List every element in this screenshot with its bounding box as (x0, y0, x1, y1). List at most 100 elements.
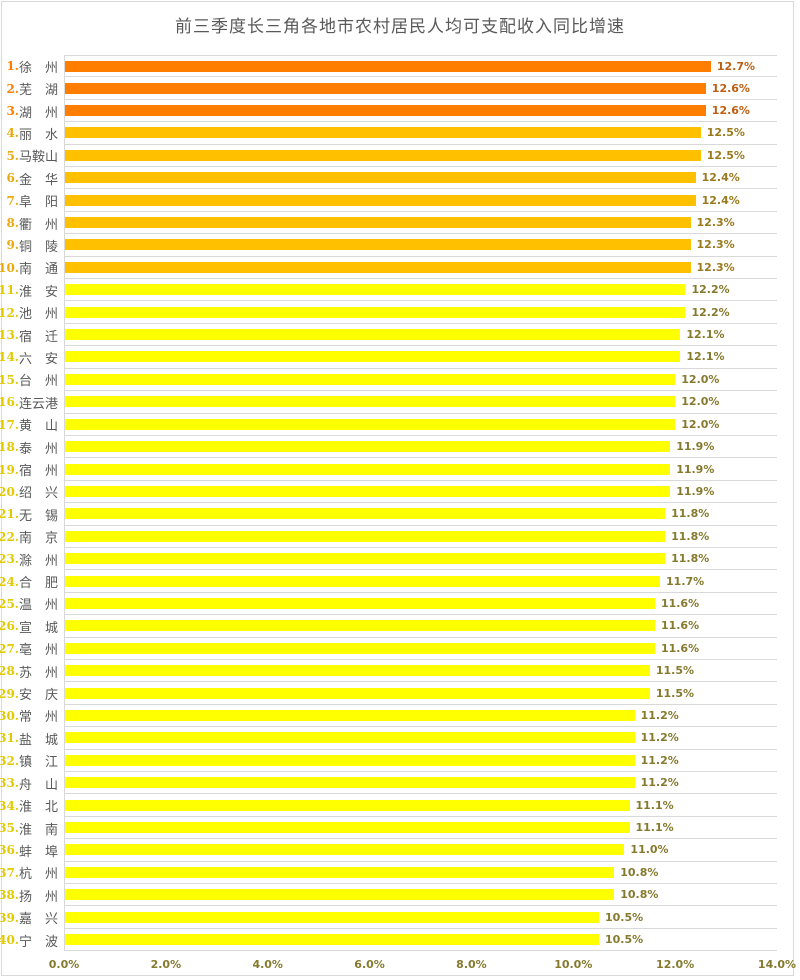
bar-track: 11.8% (64, 525, 777, 548)
bar-value-label: 11.9% (676, 440, 715, 454)
row-city: 宣 城 (18, 620, 58, 636)
bar-value-label: 11.2% (640, 753, 679, 767)
category-label: 20. 绍 兴 (0, 481, 64, 503)
x-axis-tick-label: 6.0% (354, 958, 385, 971)
bar-value-label: 12.0% (681, 395, 720, 409)
category-label: 40. 宁 波 (0, 929, 64, 951)
row-rank: 35. (0, 821, 19, 836)
chart-row: 26. 宣 城 11.6% (0, 615, 800, 638)
chart-row: 20. 绍 兴 11.9% (0, 480, 800, 504)
row-city: 安 庆 (18, 688, 58, 704)
chart-row: 21. 无 锡 11.8% (0, 503, 800, 526)
bar (65, 575, 661, 587)
x-axis: 0.0% 2.0% 4.0% 6.0% 8.0% 10.0% 12.0% 14.0% (49, 951, 796, 977)
row-city: 黄 山 (18, 419, 58, 435)
category-label: 19. 宿 州 (0, 458, 64, 480)
chart-row: 27. 亳 州 11.6% (0, 637, 800, 660)
bar (65, 60, 711, 72)
bar (65, 396, 676, 408)
chart-row: 5. 马鞍山 12.5% (0, 144, 800, 168)
row-city: 丽 水 (18, 127, 58, 143)
row-city: 亳 州 (18, 643, 58, 659)
row-city: 铜 陵 (18, 239, 58, 255)
row-city: 六 安 (18, 351, 58, 367)
row-rank: 17. (0, 417, 19, 432)
bar (65, 665, 650, 677)
chart-row: 8. 衢 州 12.3% (0, 211, 800, 235)
chart-row: 32. 镇 江 11.2% (0, 749, 800, 772)
bar-track: 11.9% (64, 435, 777, 459)
bar-track: 12.6% (64, 99, 777, 123)
row-rank: 1. (6, 59, 19, 74)
bar-track: 11.8% (64, 547, 777, 571)
bar-value-label: 12.6% (711, 81, 750, 95)
bar-value-label: 11.6% (660, 619, 700, 633)
row-rank: 38. (0, 888, 19, 903)
category-label: 2. 芜 湖 (0, 77, 64, 99)
chart-row: 23. 滁 州 11.8% (0, 547, 800, 571)
row-rank: 26. (0, 619, 19, 634)
row-city: 绍 兴 (18, 486, 58, 502)
chart-rows: 1. 徐 州 12.7% 2. 芜 湖 12.6% 3. 湖 州 12.6% 4. 丽 … (0, 55, 800, 952)
row-city: 泰 州 (18, 441, 58, 457)
bar-value-label: 11.6% (660, 596, 700, 610)
category-label: 22. 南 京 (0, 526, 64, 548)
category-label: 28. 苏 州 (0, 660, 64, 682)
row-city: 苏 州 (18, 665, 58, 681)
row-city: 舟 山 (18, 777, 58, 793)
chart-row: 16. 连云港 12.0% (0, 391, 800, 414)
row-city: 南 京 (18, 531, 58, 547)
row-city: 蚌 埠 (18, 844, 58, 860)
bar-track: 12.0% (64, 413, 777, 436)
row-rank: 9. (6, 238, 19, 253)
chart-row: 4. 丽 水 12.5% (0, 122, 800, 145)
row-city: 滁 州 (18, 553, 58, 569)
bar-track: 12.5% (64, 122, 777, 145)
row-rank: 37. (0, 865, 19, 880)
bar-value-label: 12.3% (696, 216, 735, 230)
bar-value-label: 12.1% (686, 328, 725, 342)
bar-track: 11.2% (64, 727, 777, 750)
row-city: 无 锡 (18, 508, 58, 524)
category-label: 29. 安 庆 (0, 682, 64, 704)
row-city: 台 州 (18, 374, 58, 390)
bar-value-label: 12.0% (681, 372, 720, 386)
chart-row: 11. 淮 安 12.2% (0, 279, 800, 302)
category-label: 34. 淮 北 (0, 794, 64, 816)
row-rank: 21. (0, 507, 19, 522)
chart-row: 39. 嘉 兴 10.5% (0, 906, 800, 929)
bar (65, 822, 630, 834)
bar-value-label: 11.5% (655, 686, 695, 700)
row-rank: 28. (0, 664, 19, 679)
bar-value-label: 10.5% (605, 910, 644, 924)
bar-track: 10.8% (64, 861, 777, 885)
bar-value-label: 12.4% (701, 193, 740, 207)
category-label: 10. 南 通 (0, 257, 64, 279)
bar-track: 12.0% (64, 368, 777, 392)
category-label: 30. 常 州 (0, 705, 64, 727)
row-rank: 29. (0, 686, 19, 701)
bar-value-label: 12.1% (686, 350, 725, 364)
row-rank: 11. (0, 283, 19, 298)
row-rank: 18. (0, 440, 19, 455)
row-city: 淮 北 (18, 800, 58, 816)
row-rank: 15. (0, 372, 19, 387)
category-label: 14. 六 安 (0, 346, 64, 368)
bar-track: 11.2% (64, 704, 777, 728)
chart-row: 30. 常 州 11.2% (0, 704, 800, 728)
row-rank: 14. (0, 350, 19, 365)
bar-track: 12.2% (64, 301, 777, 324)
row-city: 杭 州 (18, 867, 58, 883)
category-label: 26. 宣 城 (0, 615, 64, 637)
bar (65, 329, 681, 341)
row-city: 南 通 (18, 262, 58, 278)
row-city: 金 华 (18, 172, 58, 188)
category-label: 12. 池 州 (0, 301, 64, 323)
category-label: 3. 湖 州 (0, 100, 64, 122)
category-label: 8. 衢 州 (0, 212, 64, 234)
category-label: 31. 盐 城 (0, 727, 64, 749)
category-label: 16. 连云港 (0, 391, 64, 413)
row-city: 宿 迁 (18, 329, 58, 345)
bar-value-label: 12.3% (696, 238, 735, 252)
bar-track: 12.1% (64, 346, 777, 369)
